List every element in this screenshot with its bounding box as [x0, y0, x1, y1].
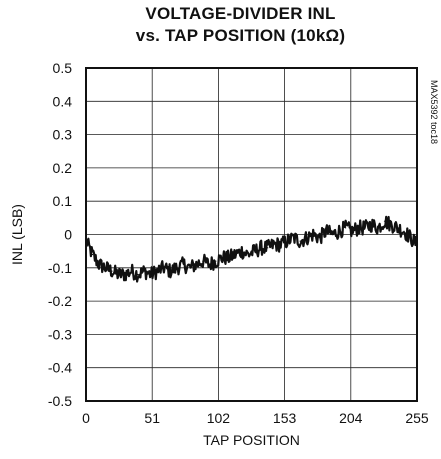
y-tick-label: 0.5 — [53, 60, 73, 76]
inl-data-point — [163, 267, 165, 269]
figure-id-note: MAX5392 toc18 — [429, 80, 439, 144]
x-tick-label: 0 — [82, 410, 90, 426]
inl-data-point — [98, 263, 100, 266]
inl-data-point — [208, 263, 210, 266]
inl-data-point — [403, 230, 405, 232]
inl-data-point — [169, 270, 171, 272]
inl-data-point — [254, 250, 256, 252]
inl-data-point — [221, 257, 223, 259]
inl-data-point — [325, 230, 327, 232]
x-axis-label: TAP POSITION — [203, 432, 300, 448]
inl-data-point — [377, 227, 379, 229]
inl-data-point — [286, 240, 288, 242]
inl-data-point — [390, 223, 392, 226]
inl-data-point — [345, 227, 347, 229]
inl-data-point — [189, 267, 191, 269]
y-axis-label: INL (LSB) — [9, 204, 25, 265]
inl-data-point — [234, 253, 236, 256]
y-tick-label: -0.3 — [48, 326, 72, 342]
grid — [85, 67, 418, 402]
x-tick-label: 153 — [273, 410, 297, 426]
inl-data-point — [182, 263, 184, 266]
inl-data-point — [130, 270, 133, 272]
inl-data-point — [143, 270, 146, 272]
inl-data-point — [370, 223, 373, 226]
inl-data-point — [357, 227, 360, 229]
inl-data-point — [195, 263, 197, 266]
x-tick-label: 255 — [405, 410, 429, 426]
inl-data-point — [364, 227, 366, 229]
inl-data-point — [280, 243, 282, 246]
inl-data-point — [306, 237, 308, 239]
y-tick-label: -0.5 — [48, 393, 72, 409]
inl-data-point — [91, 253, 94, 256]
inl-data-point — [293, 237, 295, 239]
inl-data-point — [241, 250, 243, 252]
y-tick-label: 0.3 — [53, 127, 73, 143]
y-tick-label: 0.2 — [53, 160, 73, 176]
x-tick-label: 102 — [207, 410, 231, 426]
inl-data-point — [124, 273, 126, 276]
inl-data-point — [260, 247, 262, 249]
inl-data-point — [150, 273, 152, 276]
inl-data-point — [312, 233, 314, 236]
inl-data-point — [409, 237, 412, 239]
inl-data-point — [247, 253, 249, 256]
x-tick-label: 204 — [339, 410, 363, 426]
y-tick-label: -0.4 — [48, 360, 72, 376]
inl-data-point — [176, 267, 178, 269]
inl-data-point — [338, 230, 340, 232]
inl-data-point — [351, 230, 353, 232]
inl-data-point — [215, 260, 217, 262]
inl-data-point — [137, 273, 139, 276]
inl-data-point — [267, 247, 269, 249]
inl-data-point — [332, 233, 334, 236]
inl-data-point — [156, 270, 158, 272]
plot-frame — [85, 67, 418, 402]
inl-series-line — [84, 215, 419, 283]
inl-data-point — [396, 227, 399, 229]
y-tick-label: 0 — [64, 227, 72, 243]
inl-data-point — [319, 237, 321, 239]
inl-data-point — [117, 273, 120, 276]
chart-title-line-2: vs. TAP POSITION (10kΩ) — [135, 26, 346, 45]
x-tick-label: 51 — [144, 410, 160, 426]
inl-data-point — [202, 260, 204, 262]
chart-title-line-1: VOLTAGE-DIVIDER INL — [145, 4, 336, 23]
series-layer — [84, 215, 419, 283]
inl-data-point — [228, 257, 230, 259]
inl-data-point — [273, 243, 275, 246]
tick-labels: 0 51 102 153 204 255 0.5 0.4 0.3 0.2 0.1 0 -0.1 -0.2 -… — [48, 60, 429, 426]
y-tick-label: 0.4 — [53, 93, 73, 109]
inl-data-point — [299, 240, 301, 242]
inl-data-point — [104, 267, 107, 269]
y-tick-label: -0.2 — [48, 293, 72, 309]
y-tick-label: -0.1 — [48, 260, 72, 276]
y-tick-label: 0.1 — [53, 193, 73, 209]
inl-data-point — [111, 270, 113, 272]
inl-data-point — [383, 220, 386, 222]
